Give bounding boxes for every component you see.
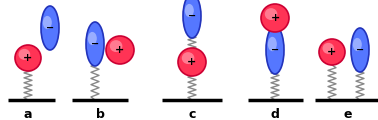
Ellipse shape bbox=[351, 28, 369, 72]
Ellipse shape bbox=[178, 48, 206, 76]
Text: +: + bbox=[327, 47, 337, 57]
Ellipse shape bbox=[110, 40, 122, 52]
Ellipse shape bbox=[268, 37, 277, 51]
Text: a: a bbox=[24, 108, 32, 120]
Text: +: + bbox=[23, 53, 33, 63]
Ellipse shape bbox=[43, 16, 52, 29]
Text: −: − bbox=[356, 45, 364, 55]
Text: c: c bbox=[188, 108, 196, 120]
Text: −: − bbox=[46, 23, 54, 33]
Ellipse shape bbox=[353, 38, 362, 51]
Text: −: − bbox=[188, 11, 196, 21]
Ellipse shape bbox=[261, 4, 289, 32]
Text: +: + bbox=[115, 45, 125, 55]
Ellipse shape bbox=[88, 32, 97, 45]
Ellipse shape bbox=[183, 0, 201, 38]
Text: b: b bbox=[96, 108, 104, 120]
Ellipse shape bbox=[15, 45, 41, 71]
Ellipse shape bbox=[19, 49, 30, 60]
Text: −: − bbox=[271, 45, 279, 55]
Ellipse shape bbox=[319, 39, 345, 65]
Ellipse shape bbox=[182, 52, 194, 64]
Text: +: + bbox=[187, 57, 197, 67]
Text: e: e bbox=[344, 108, 352, 120]
Ellipse shape bbox=[266, 26, 284, 74]
Ellipse shape bbox=[86, 22, 104, 66]
Ellipse shape bbox=[322, 43, 334, 54]
Text: −: − bbox=[91, 39, 99, 49]
Ellipse shape bbox=[106, 36, 134, 64]
Text: d: d bbox=[271, 108, 279, 120]
Ellipse shape bbox=[41, 6, 59, 50]
Text: +: + bbox=[270, 13, 280, 23]
Ellipse shape bbox=[185, 4, 194, 17]
Ellipse shape bbox=[265, 8, 277, 20]
